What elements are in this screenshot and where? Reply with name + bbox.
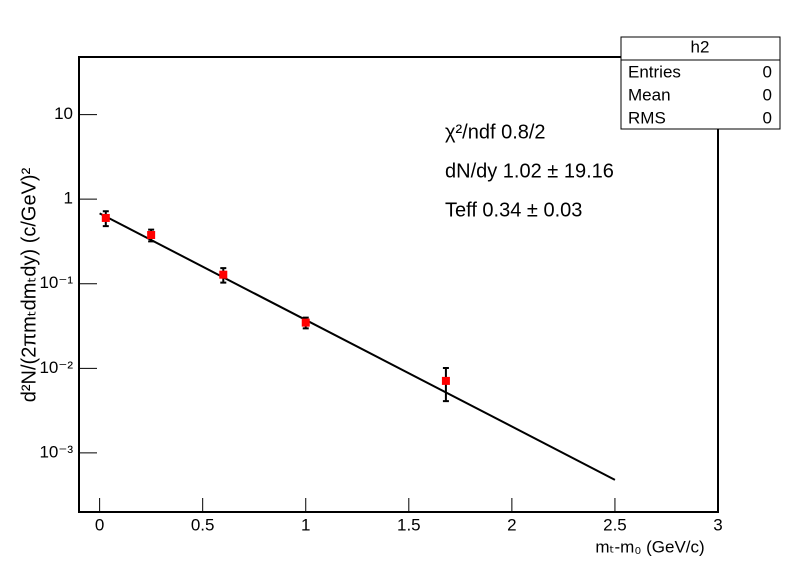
fit-annotation: Teff 0.34 ± 0.03 xyxy=(445,199,582,221)
x-tick-label: 3 xyxy=(713,515,722,534)
data-point xyxy=(441,376,450,385)
fit-annotation: dN/dy 1.02 ± 19.16 xyxy=(445,160,614,182)
plot-frame xyxy=(78,56,719,513)
x-tick-label: 0 xyxy=(95,515,104,534)
stats-label: Mean xyxy=(628,85,671,104)
stats-label: Entries xyxy=(628,62,681,81)
x-axis-label: mₜ-m₀ (GeV/c) xyxy=(595,537,704,556)
fit-annotation: χ²/ndf 0.8/2 xyxy=(445,121,546,143)
data-point xyxy=(147,231,156,240)
x-tick-label: 2 xyxy=(507,515,516,534)
data-point xyxy=(219,270,228,279)
stats-value: 0 xyxy=(763,108,772,127)
y-tick-label: 10 xyxy=(54,104,73,123)
x-tick-label: 2.5 xyxy=(603,515,627,534)
x-tick-label: 1.5 xyxy=(397,515,421,534)
stats-title: h2 xyxy=(691,37,710,56)
y-tick-label: 1 xyxy=(64,189,73,208)
fit-line xyxy=(99,212,616,481)
stats-frame xyxy=(620,36,781,130)
y-axis-label: d²N/(2πmₜdmₜdy) (c/GeV)² xyxy=(18,167,40,402)
x-tick-label: 0.5 xyxy=(191,515,215,534)
data-point xyxy=(301,318,310,327)
stats-label: RMS xyxy=(628,108,666,127)
stats-value: 0 xyxy=(763,85,772,104)
y-tick-label: 10⁻¹ xyxy=(39,273,73,292)
stats-box: h2 Entries 0 Mean 0 RMS 0 xyxy=(620,36,781,130)
x-tick-label: 1 xyxy=(301,515,310,534)
stats-value: 0 xyxy=(763,62,772,81)
y-tick-label: 10⁻² xyxy=(39,358,73,377)
data-point xyxy=(101,213,110,222)
y-tick-label: 10⁻³ xyxy=(39,442,73,461)
